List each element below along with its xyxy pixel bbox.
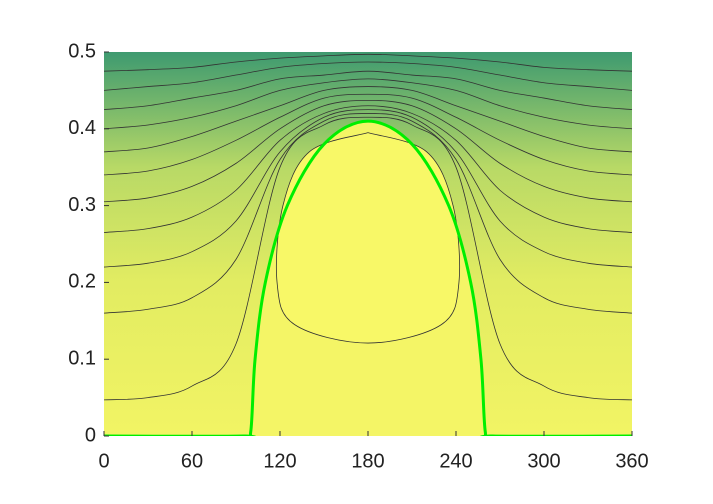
contour-line <box>104 86 632 153</box>
contour-loop <box>275 132 461 344</box>
y-tick-label: 0.3 <box>68 194 96 216</box>
contour-line <box>104 93 632 176</box>
contour-line <box>104 105 632 233</box>
contour-line <box>104 70 632 110</box>
contour-line <box>104 78 632 130</box>
x-tick-label: 300 <box>527 450 560 472</box>
y-tick-label: 0.5 <box>68 40 96 62</box>
x-tick-label: 180 <box>351 450 384 472</box>
contour-line <box>104 99 632 203</box>
y-tick-label: 0 <box>85 424 96 446</box>
x-tick-label: 60 <box>181 450 203 472</box>
y-tick-label: 0.2 <box>68 271 96 293</box>
x-tick-label: 120 <box>263 450 296 472</box>
contour-line <box>104 113 632 314</box>
x-tick-label: 0 <box>98 450 109 472</box>
y-tick-label: 0.1 <box>68 347 96 369</box>
plot-area <box>104 53 632 436</box>
contour-line <box>104 53 632 72</box>
contour-line <box>104 61 632 91</box>
x-tick-label: 360 <box>615 450 648 472</box>
contour-line <box>104 116 632 401</box>
x-tick-label: 240 <box>439 450 472 472</box>
y-tick-label: 0.4 <box>68 117 96 139</box>
contour-line <box>104 109 632 268</box>
highlight-contour <box>104 119 632 436</box>
